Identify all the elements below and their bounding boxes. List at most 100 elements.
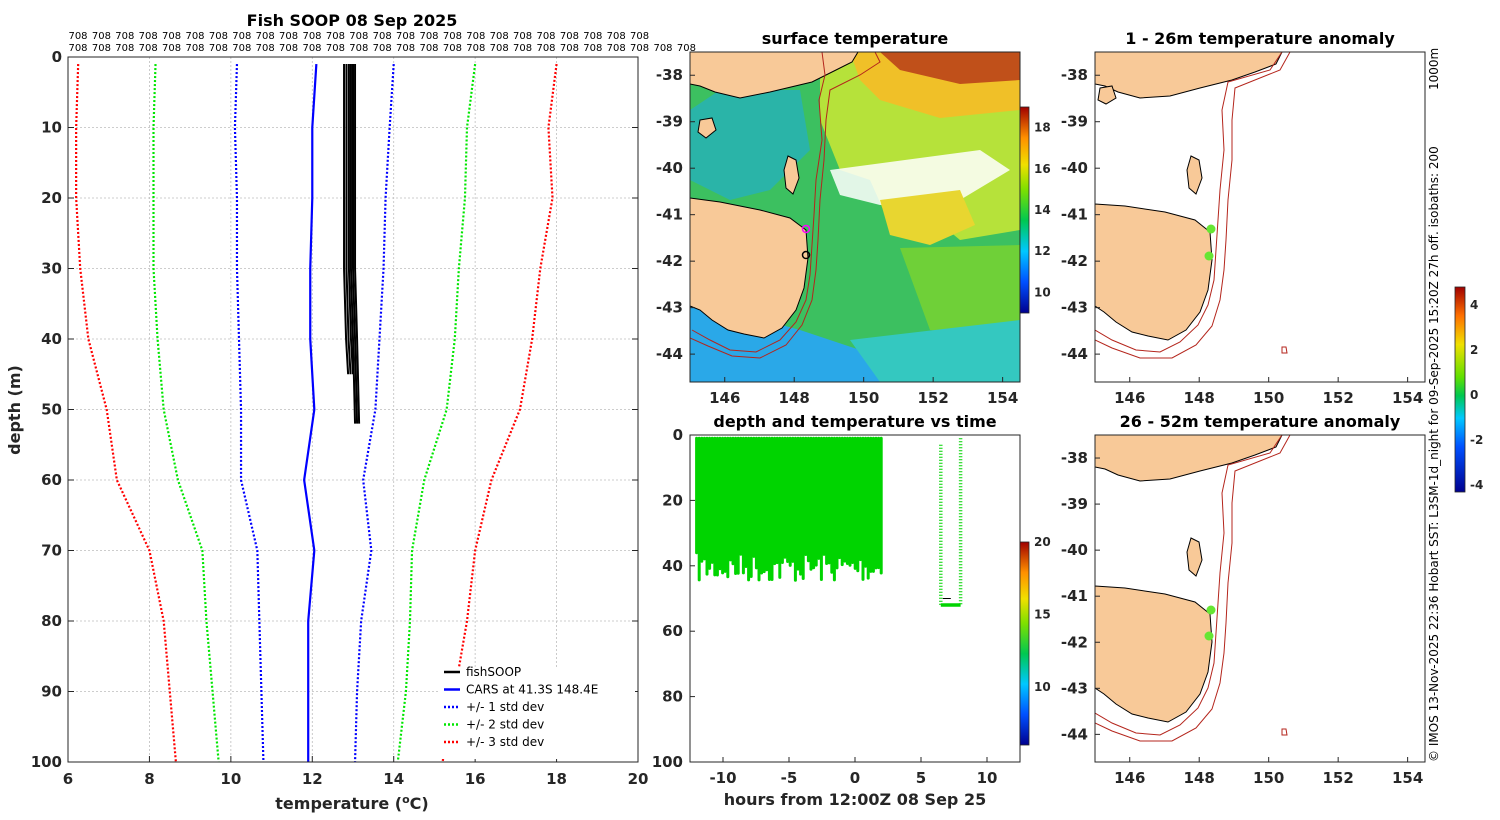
depth-time-points: [695, 436, 963, 607]
profile-ticks: 6 8 10 12 14 16 18 20 0 10 20 30 40 50 60 70 80 90 100: [31, 48, 649, 788]
profile-tick-label-x: 10: [220, 770, 241, 788]
profile-ylabel: depth (m): [5, 365, 24, 455]
profile-tick-label-y: 20: [41, 189, 62, 207]
profile-tick-label-y: 60: [41, 471, 62, 489]
side-credit-isobath: 1000m: [1427, 48, 1441, 90]
depth-time-tick-label-y: 60: [662, 622, 683, 640]
profile-line-fishsoop: [343, 64, 350, 375]
anomaly-deep-tick-label-x: 154: [1392, 769, 1423, 787]
profile-legend-label: +/- 2 std dev: [466, 718, 544, 732]
anomaly-shallow-tick-label-x: 154: [1392, 389, 1423, 407]
profile-tick-label-x: 18: [546, 770, 567, 788]
anomaly-shallow-tick-label-y: -43: [1061, 299, 1088, 317]
depth-time-tick-label-y: 20: [662, 491, 683, 509]
profile-line-fishsoop: [345, 64, 352, 375]
profile-top-label: 708: [139, 31, 158, 42]
profile-top-label: 708: [302, 43, 321, 54]
depth-time-colorbar: [1019, 541, 1030, 746]
anomaly-deep-tick-label-x: 150: [1253, 769, 1284, 787]
profile-top-label: 708: [232, 31, 251, 42]
sst-magenta-marker: [801, 224, 811, 234]
sst-tick-label-y: -39: [656, 113, 683, 131]
profile-top-label: 708: [302, 31, 321, 42]
profile-top-labels: 708 708 708 708 708 708 708 708 708 708 708 708 708 7…: [68, 31, 695, 54]
profile-top-label: 708: [373, 31, 392, 42]
profile-line-lower: [152, 64, 220, 763]
anomaly-colorbar: [1454, 286, 1466, 493]
sst-tick-label-y: -41: [656, 206, 683, 224]
profile-top-label: 708: [466, 31, 485, 42]
anomaly-colorbar-ticks: -4 -2 0 2 4: [1470, 298, 1483, 492]
profile-line-fishsoop: [347, 64, 354, 375]
profile-legend-label: +/- 1 std dev: [466, 700, 544, 714]
profile-top-label: 708: [607, 31, 626, 42]
anomaly-deep-tick-label-y: -40: [1061, 541, 1088, 559]
anomaly-deep-tick-label-y: -41: [1061, 587, 1088, 605]
profile-top-label: 708: [466, 43, 485, 54]
profile-top-label: 708: [536, 43, 555, 54]
profile-top-label: 708: [419, 31, 438, 42]
profile-top-label: 708: [115, 43, 134, 54]
depth-time-colorbar-label: 15: [1034, 608, 1051, 622]
anomaly-colorbar-label: 2: [1470, 343, 1478, 357]
profile-top-label: 708: [677, 43, 696, 54]
sst-colorbar-ticks: 10 12 14 16 18: [1034, 121, 1051, 300]
sst-tick-label-x: 154: [987, 389, 1018, 407]
sst-ticks: 146 148 150 152 154 -38 -39 -40 -41 -42 -43 -44: [656, 66, 1018, 407]
anomaly-shallow-tick-label-y: -38: [1061, 66, 1088, 84]
profile-top-label: 708: [560, 43, 579, 54]
profile-lines: [75, 63, 558, 763]
profile-line-fishsoop: [352, 64, 359, 424]
sst-map-panel: surface temperature 146 148 1: [656, 29, 1051, 407]
depth-time-colorbar-ticks: 10 15 20: [1034, 535, 1051, 694]
anomaly-colorbar-label: 4: [1470, 298, 1478, 312]
profile-top-label: 708: [209, 31, 228, 42]
anomaly-deep-ticks: 146 148 150 152 154 -38 -39 -40 -41 -42 -43 -44: [1061, 449, 1423, 787]
anomaly-deep-tick-label-y: -43: [1061, 679, 1088, 697]
profile-title: Fish SOOP 08 Sep 2025: [247, 11, 458, 30]
profile-top-label: 708: [513, 31, 532, 42]
anomaly-shallow-tick-label-x: 150: [1253, 389, 1284, 407]
sst-tick-label-x: 146: [709, 389, 740, 407]
sst-title: surface temperature: [762, 29, 949, 48]
anomaly-deep-tick-label-y: -42: [1061, 633, 1088, 651]
sst-black-marker: [801, 250, 811, 260]
profile-top-label: 708: [513, 43, 532, 54]
profile-top-label: 708: [162, 31, 181, 42]
anomaly-deep-tick-label-x: 148: [1184, 769, 1215, 787]
profile-legend-label: fishSOOP: [466, 665, 521, 679]
depth-time-tick-label-x: 0: [850, 769, 860, 787]
anomaly-deep-tick-label-y: -38: [1061, 449, 1088, 467]
profile-line-cars: [303, 63, 318, 762]
profile-tick-label-y: 90: [41, 683, 62, 701]
anomaly-deep-tick-label-y: -39: [1061, 495, 1088, 513]
profile-top-label: 708: [185, 43, 204, 54]
profile-top-label: 708: [630, 31, 649, 42]
profile-tick-label-y: 40: [41, 330, 62, 348]
profile-tick-label-y: 100: [31, 753, 62, 771]
depth-time-tick-label-y: 40: [662, 557, 683, 575]
profile-line-upper: [396, 63, 477, 763]
profile-tick-label-x: 16: [465, 770, 486, 788]
depth-time-tick-label-x: 10: [977, 769, 998, 787]
anomaly-shallow-tick-label-x: 146: [1114, 389, 1145, 407]
profile-line-upper: [353, 63, 395, 763]
profile-top-label: 708: [560, 31, 579, 42]
profile-top-label: 708: [607, 43, 626, 54]
anomaly-deep-title: 26 - 52m temperature anomaly: [1120, 412, 1401, 431]
anomaly-deep-tick-label-x: 152: [1323, 769, 1354, 787]
profile-top-label: 708: [653, 43, 672, 54]
depth-time-tick-label-x: -5: [781, 769, 798, 787]
sst-tick-label-y: -38: [656, 66, 683, 84]
anomaly-colorbar-label: 0: [1470, 388, 1478, 402]
profile-line-lower: [75, 64, 177, 763]
profile-line-fishsoop: [349, 64, 357, 424]
sst-map-body: [690, 52, 1020, 382]
profile-top-label: 708: [490, 43, 509, 54]
profile-panel: Fish SOOP 08 Sep 2025 708 708 708 708 708 708…: [5, 11, 696, 813]
profile-tick-label-y: 80: [41, 612, 62, 630]
sst-tick-label-y: -42: [656, 252, 683, 270]
depth-time-tick-label-x: -10: [709, 769, 736, 787]
